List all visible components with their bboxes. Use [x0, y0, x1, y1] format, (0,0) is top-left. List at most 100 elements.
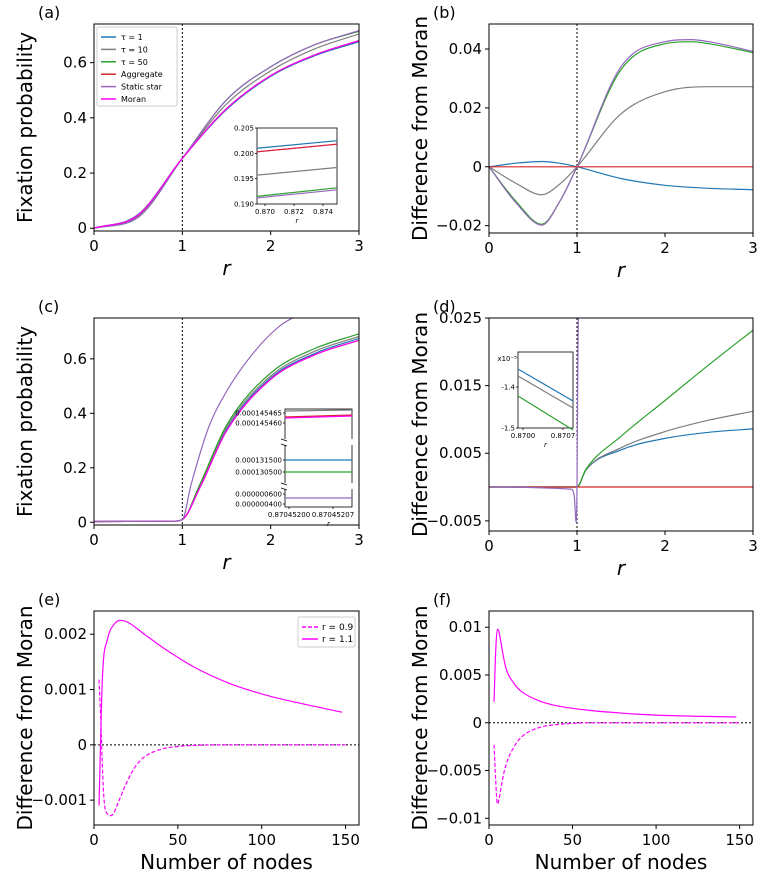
- axis-break-gap: [281, 483, 356, 489]
- y-axis-label: Difference from Moran: [408, 605, 432, 830]
- panel-label: (f): [433, 590, 451, 609]
- inset-x-tick-label: 0.872: [284, 208, 304, 216]
- inset-series-line: [256, 189, 338, 199]
- inset-x-tick-label: 0.87045200: [268, 511, 310, 519]
- inset-x-tick-label: 0.874: [313, 208, 334, 216]
- axis-break-mark: [280, 482, 288, 486]
- panel-label: (b): [433, 3, 456, 22]
- y-tick-label: 0.025: [439, 309, 482, 327]
- inset-a: 0.190 0.195 0.200 0.205 0.870 0.872 0.874 r: [234, 125, 338, 225]
- x-axis-label: r: [222, 550, 232, 574]
- inset-y-tick-label: -1.4: [501, 384, 515, 392]
- y-tick-label: −0.005: [426, 762, 482, 780]
- x-axis-label: Number of nodes: [535, 850, 708, 873]
- x-tick-label: 3: [748, 537, 758, 555]
- x-tick-label: 100: [247, 831, 276, 849]
- x-tick-label: 50: [563, 831, 582, 849]
- inset-series-line: [517, 375, 574, 409]
- inset-y-tick-label: 0.000145460: [235, 420, 282, 428]
- inset-x-tick-label: 0.8700: [511, 432, 536, 440]
- x-tick-label: 3: [748, 239, 758, 257]
- y-tick-label: 0.001: [44, 681, 87, 699]
- y-tick-label: 0.4: [63, 404, 87, 422]
- series-line-1: [489, 160, 753, 191]
- inset-series-line: [284, 414, 353, 418]
- chart-panel-6: 0 50 100 150 −0.01 −0.005 0 0.005 0.01 Number of …: [408, 590, 754, 873]
- inset-x-tick-label: 0.870: [255, 208, 275, 216]
- axis-break-gap: [281, 439, 356, 445]
- panel-label: (a): [38, 3, 60, 22]
- y-tick-label: 0.02: [449, 99, 482, 117]
- series-line-2: [94, 33, 359, 229]
- inset-x-label: r: [296, 217, 300, 225]
- y-tick-label: −0.01: [436, 809, 482, 827]
- inset-series-line: [256, 187, 338, 197]
- inset-x-tick-label: 0.8707: [551, 432, 576, 440]
- x-tick-label: 1: [178, 237, 188, 255]
- y-tick-label: 0: [77, 219, 87, 237]
- inset-y-tick-label: 0.000000400: [235, 501, 282, 509]
- x-tick-label: 1: [572, 239, 582, 257]
- inset-exponent-label: x10⁻⁵: [497, 355, 517, 363]
- y-tick-label: 0.002: [44, 625, 87, 643]
- y-tick-label: −0.02: [436, 217, 482, 235]
- series-line-1: [98, 679, 346, 817]
- y-tick-label: 0: [472, 714, 482, 732]
- y-axis-label: Fixation probability: [13, 32, 37, 223]
- inset-y-tick-label: 0.205: [234, 125, 254, 133]
- chart-panel-3: 0 1 2 3 0 0.2 0.4 0.6 r Fixation probability(c): [13, 297, 364, 574]
- y-tick-label: 0.01: [449, 618, 482, 636]
- axes-frame: [488, 610, 754, 826]
- inset-series-line: [284, 415, 353, 419]
- axis-break-mark: [280, 487, 288, 491]
- x-tick-label: 2: [660, 537, 670, 555]
- series-line-1: [493, 722, 740, 805]
- legend-entry: τ = 50: [121, 58, 148, 67]
- y-tick-label: 0.4: [63, 109, 87, 127]
- inset-x-tick-label: 0.87045207: [312, 511, 354, 519]
- series-line-6: [94, 40, 359, 229]
- x-tick-label: 100: [642, 831, 671, 849]
- y-axis-label: Difference from Moran: [408, 312, 432, 537]
- x-tick-label: 0: [484, 239, 494, 257]
- x-axis-label: Number of nodes: [140, 850, 313, 873]
- series-line-6: [94, 318, 294, 523]
- x-axis-label: r: [617, 258, 627, 282]
- y-tick-label: 0.005: [439, 666, 482, 684]
- series-group: [98, 619, 346, 817]
- series-line-3: [489, 41, 753, 225]
- legend-entry: Aggregate: [121, 70, 163, 79]
- legend-entry: r = 0.9: [322, 623, 354, 633]
- legend-entry: τ = 10: [121, 45, 148, 54]
- panel-label: (d): [433, 297, 456, 316]
- x-tick-label: 1: [178, 531, 188, 549]
- y-tick-label: 0: [77, 513, 87, 531]
- inset-c: 0.000145465 0.000145460 0.000131500 0.00013…: [235, 408, 356, 528]
- panel-label: (e): [38, 590, 60, 609]
- inset-series-line: [256, 166, 338, 176]
- inset-x-label: r: [327, 520, 331, 528]
- x-tick-label: 0: [89, 531, 99, 549]
- panel-label: (c): [38, 297, 59, 316]
- axes-frame: [93, 610, 360, 826]
- inset-frame: [517, 351, 574, 429]
- inset-y-tick-label: 0.000130500: [235, 469, 282, 477]
- series-group: [493, 628, 740, 805]
- chart-panel-4: 0 1 2 3 −0.005 0.005 0.015 0.025 r Difference fro…: [408, 297, 758, 580]
- x-tick-label: 2: [266, 237, 276, 255]
- inset-x-label: r: [544, 441, 548, 449]
- y-tick-label: 0.6: [63, 350, 87, 368]
- x-tick-label: 0: [89, 831, 99, 849]
- y-tick-label: 0.2: [63, 459, 87, 477]
- axis-break-mark: [280, 438, 288, 442]
- chart-panel-5: 0 50 100 150 −0.001 0 0.001 0.002 Number of node…: [13, 590, 360, 873]
- legend-a: τ = 1 τ = 10 τ = 50 Aggregate Static star Mor…: [96, 26, 178, 107]
- axes-frame: [488, 317, 754, 532]
- y-tick-label: −0.005: [426, 512, 482, 530]
- series-line-5: [94, 30, 359, 229]
- y-tick-label: 0: [472, 158, 482, 176]
- inset-y-tick-label: 0.000145465: [235, 410, 282, 418]
- series-line-2: [98, 619, 343, 806]
- inset-frame: [284, 408, 353, 508]
